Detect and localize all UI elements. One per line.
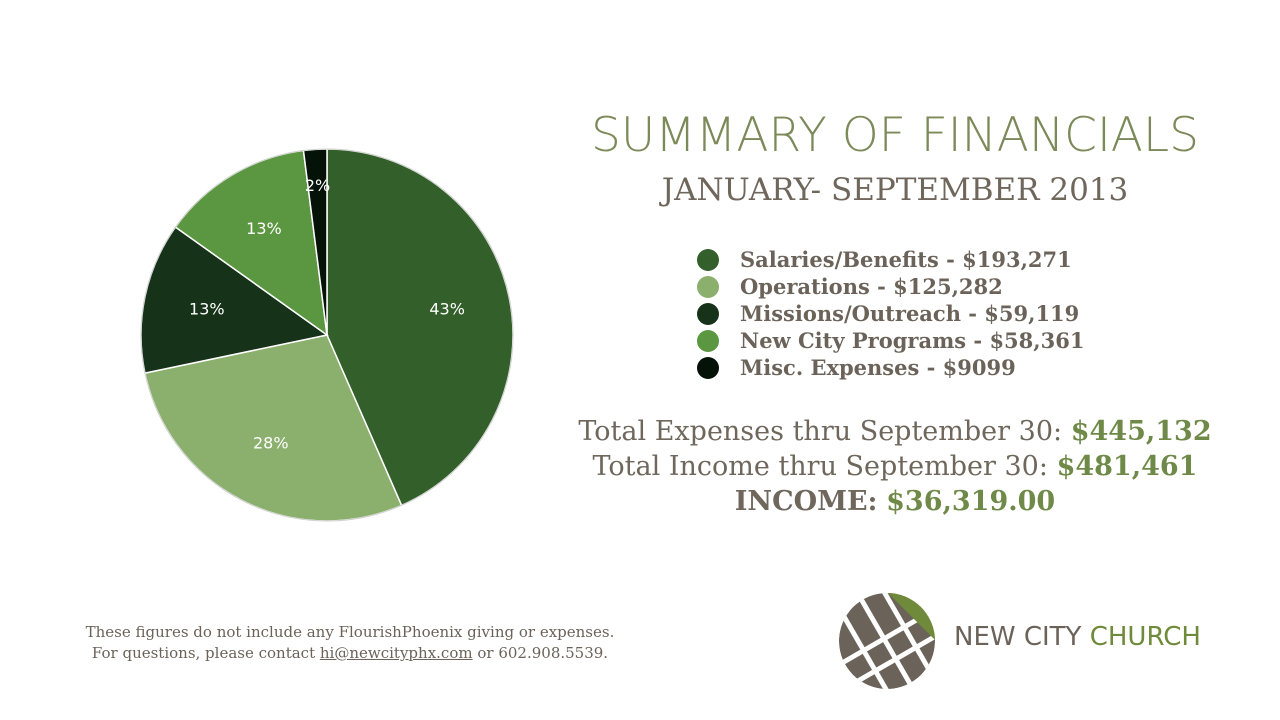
footnote: These figures do not include any Flouris… [50, 622, 650, 664]
net-income-label: INCOME: [734, 486, 878, 517]
totals-block: Total Expenses thru September 30: $445,1… [560, 414, 1230, 519]
legend-swatch [697, 275, 719, 298]
legend-label: Operations - $125,282 [740, 274, 1003, 299]
pie-label-missions: 13% [189, 299, 225, 318]
pie-label-programs: 13% [246, 219, 282, 238]
contact-email-link[interactable]: hi@newcityphx.com [319, 644, 473, 662]
pie-label-operations: 28% [253, 434, 289, 453]
legend-label: Misc. Expenses - $9099 [740, 355, 1016, 380]
logo-word-church: CHURCH [1089, 622, 1201, 652]
pie-outline [140, 148, 514, 522]
chart-subtitle: JANUARY- SEPTEMBER 2013 [661, 172, 1129, 208]
legend-item-misc: Misc. Expenses - $9099 [697, 354, 1084, 381]
legend-label: Salaries/Benefits - $193,271 [740, 247, 1072, 272]
legend-swatch [697, 302, 719, 325]
legend-swatch [697, 329, 719, 352]
footnote-line-1: These figures do not include any Flouris… [85, 623, 615, 641]
total-expenses-line: Total Expenses thru September 30: $445,1… [560, 414, 1230, 449]
legend-item-programs: New City Programs - $58,361 [697, 327, 1084, 354]
total-expenses-label: Total Expenses thru September 30: [578, 416, 1063, 447]
legend-label: Missions/Outreach - $59,119 [740, 301, 1080, 326]
legend-swatch [697, 248, 719, 271]
city-grid-logo-icon [838, 592, 936, 690]
legend-item-missions: Missions/Outreach - $59,119 [697, 300, 1084, 327]
footnote-prefix: For questions, please contact [91, 644, 316, 662]
legend-swatch [697, 356, 719, 379]
logo-word-new-city: NEW CITY [954, 622, 1082, 652]
pie-chart: 43% 28% 13% 13% 2% [140, 148, 514, 522]
logo-wordmark: NEW CITY CHURCH [954, 622, 1201, 652]
legend-item-operations: Operations - $125,282 [697, 273, 1084, 300]
footnote-line-2: For questions, please contact hi@newcity… [50, 643, 650, 664]
total-income-line: Total Income thru September 30: $481,461 [560, 449, 1230, 484]
total-income-label: Total Income thru September 30: [592, 451, 1048, 482]
total-income-value: $481,461 [1056, 451, 1198, 482]
pie-label-salaries: 43% [429, 299, 465, 318]
total-expenses-value: $445,132 [1070, 416, 1212, 447]
legend-item-salaries: Salaries/Benefits - $193,271 [697, 246, 1084, 273]
footnote-suffix: or 602.908.5539. [477, 644, 609, 662]
net-income-line: INCOME: $36,319.00 [560, 484, 1230, 519]
pie-label-misc: 2% [305, 176, 330, 195]
chart-title: SUMMARY OF FINANCIALS [591, 108, 1199, 163]
net-income-value: $36,319.00 [886, 486, 1056, 517]
legend: Salaries/Benefits - $193,271 Operations … [697, 246, 1084, 381]
legend-label: New City Programs - $58,361 [740, 328, 1085, 353]
